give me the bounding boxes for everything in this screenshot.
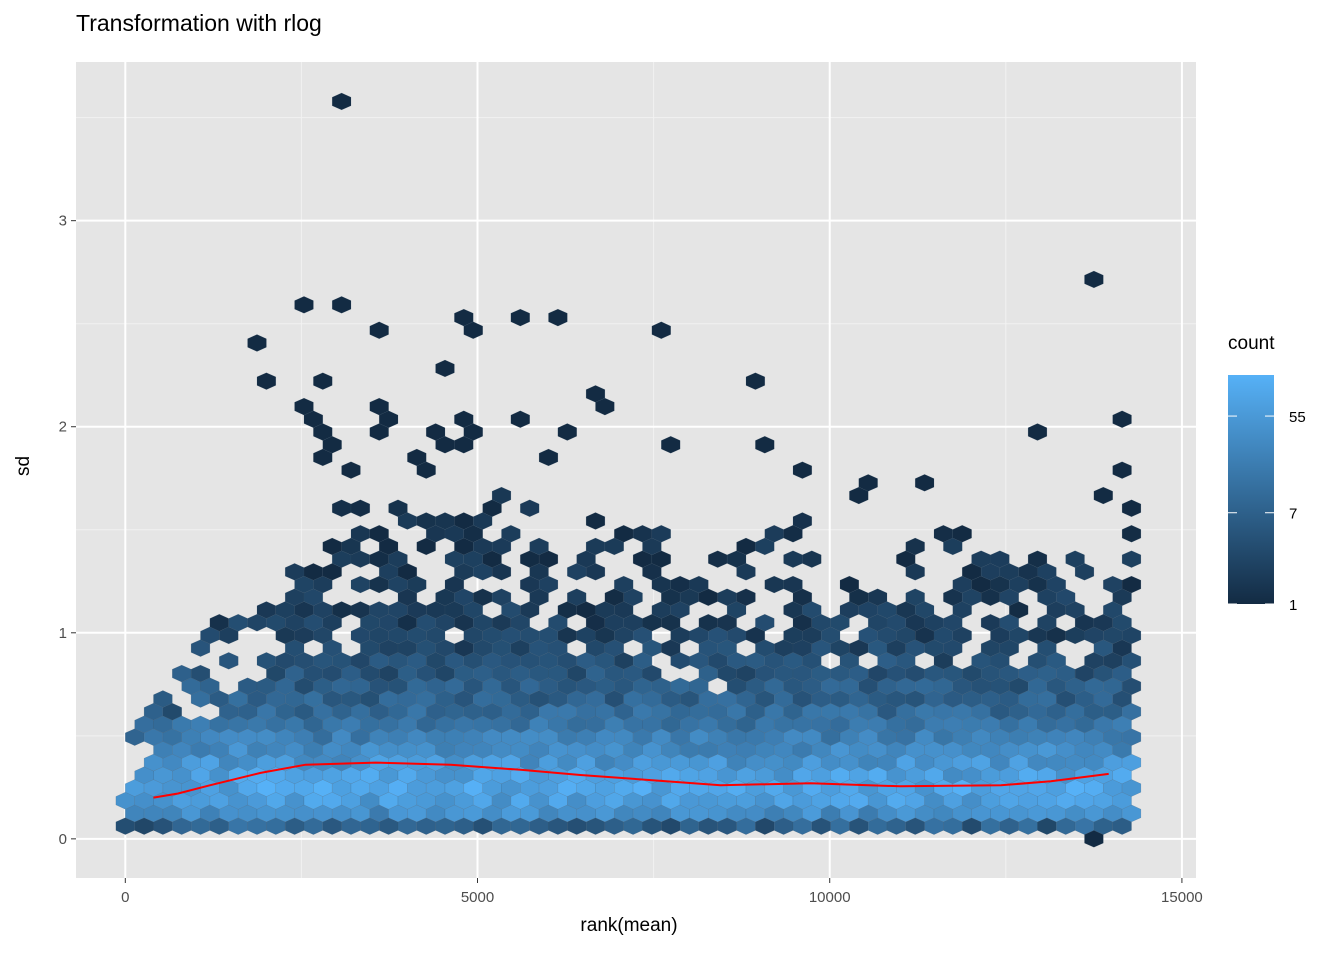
hex-bin <box>557 423 577 441</box>
hex-bin <box>868 588 888 606</box>
y-tick-label: 0 <box>59 831 67 848</box>
hex-bin <box>990 550 1010 568</box>
y-tick-label: 2 <box>59 419 67 436</box>
hex-bin <box>745 372 765 390</box>
hex-bin <box>1121 499 1142 517</box>
hex-bin <box>369 423 389 441</box>
trend-line-group <box>153 761 1109 799</box>
trend-line <box>153 761 1109 799</box>
chart-title: Transformation with rlog <box>76 10 322 36</box>
hex-bin <box>755 614 775 632</box>
x-tick-label: 10000 <box>809 889 851 906</box>
hex-bin <box>567 588 587 606</box>
hex-bin <box>1121 525 1142 543</box>
colorbar <box>1228 375 1274 604</box>
hex-bin <box>219 652 239 670</box>
hex-bin <box>350 499 370 517</box>
hex-bin <box>190 664 211 683</box>
hex-bin <box>755 436 775 454</box>
hex-bin <box>341 461 361 479</box>
legend-break-label: 55 <box>1289 409 1306 426</box>
legend-break-label: 1 <box>1289 597 1297 614</box>
hex-bin <box>491 588 512 606</box>
x-tick-label: 5000 <box>461 889 494 906</box>
hex-bin <box>689 575 709 594</box>
hex-bin <box>1027 423 1048 441</box>
hex-bin <box>313 372 333 390</box>
hex-bin <box>661 436 681 454</box>
hex-bin <box>792 461 812 479</box>
hex-bin <box>595 397 615 416</box>
hex-bin <box>651 525 671 543</box>
hex-bin <box>548 308 568 327</box>
hex-bin <box>369 525 389 543</box>
hex-bin <box>435 359 455 378</box>
legend-title: count <box>1228 333 1275 354</box>
hex-bin <box>1112 410 1132 428</box>
hex-bin <box>1093 486 1113 505</box>
hex-bin <box>491 486 512 505</box>
hex-bin <box>416 461 436 479</box>
hex-bin <box>792 512 812 530</box>
hex-bin <box>839 575 859 594</box>
y-tick-label: 3 <box>59 213 67 230</box>
x-tick-label: 15000 <box>1161 889 1203 906</box>
hex-bin <box>247 334 267 352</box>
hex-bin <box>510 308 530 327</box>
hex-bin <box>905 537 925 556</box>
hex-bin <box>1065 550 1085 568</box>
legend-break-label: 7 <box>1289 506 1297 523</box>
hex-bin <box>369 321 389 339</box>
x-axis-label: rank(mean) <box>580 915 678 936</box>
hex-bin <box>256 372 276 390</box>
axes: 0 5000 10000 15000 0 1 2 3 <box>59 213 1203 906</box>
hex-bin <box>1027 550 1048 568</box>
hex-bins <box>115 92 1142 848</box>
hex-bin <box>952 525 972 543</box>
hex-bin <box>153 690 173 708</box>
hex-bin <box>529 537 549 556</box>
hex-bin <box>501 525 521 543</box>
hex-bin <box>1121 575 1142 594</box>
gridlines <box>76 62 1196 878</box>
hex-bin <box>510 410 530 428</box>
hex-bin <box>651 321 671 339</box>
hex-bin <box>905 588 925 606</box>
hex-bin <box>313 448 333 467</box>
hex-bin <box>783 575 803 594</box>
hex-bin <box>1084 270 1104 289</box>
hex-bin <box>463 321 483 339</box>
hex-bin <box>614 575 634 594</box>
hex-bin <box>736 588 756 606</box>
x-tick-label: 0 <box>121 889 129 906</box>
hex-bin <box>294 296 314 314</box>
hex-bin <box>332 92 352 111</box>
hex-bin <box>454 436 474 454</box>
y-axis-label: sd <box>13 455 35 477</box>
hex-bin <box>388 499 408 517</box>
hex-bin <box>1084 830 1104 848</box>
hex-bin <box>538 448 559 467</box>
hex-bin <box>1121 550 1142 568</box>
y-tick-label: 1 <box>59 625 67 642</box>
hex-bin <box>1112 461 1132 479</box>
hex-bin <box>915 474 935 492</box>
hex-bin <box>332 296 352 314</box>
hex-bin <box>585 512 606 530</box>
legend-colorbar: 55 7 1 <box>1228 375 1306 614</box>
hex-bin <box>520 499 540 517</box>
hex-bin <box>849 486 869 505</box>
hex-bin <box>802 550 822 568</box>
